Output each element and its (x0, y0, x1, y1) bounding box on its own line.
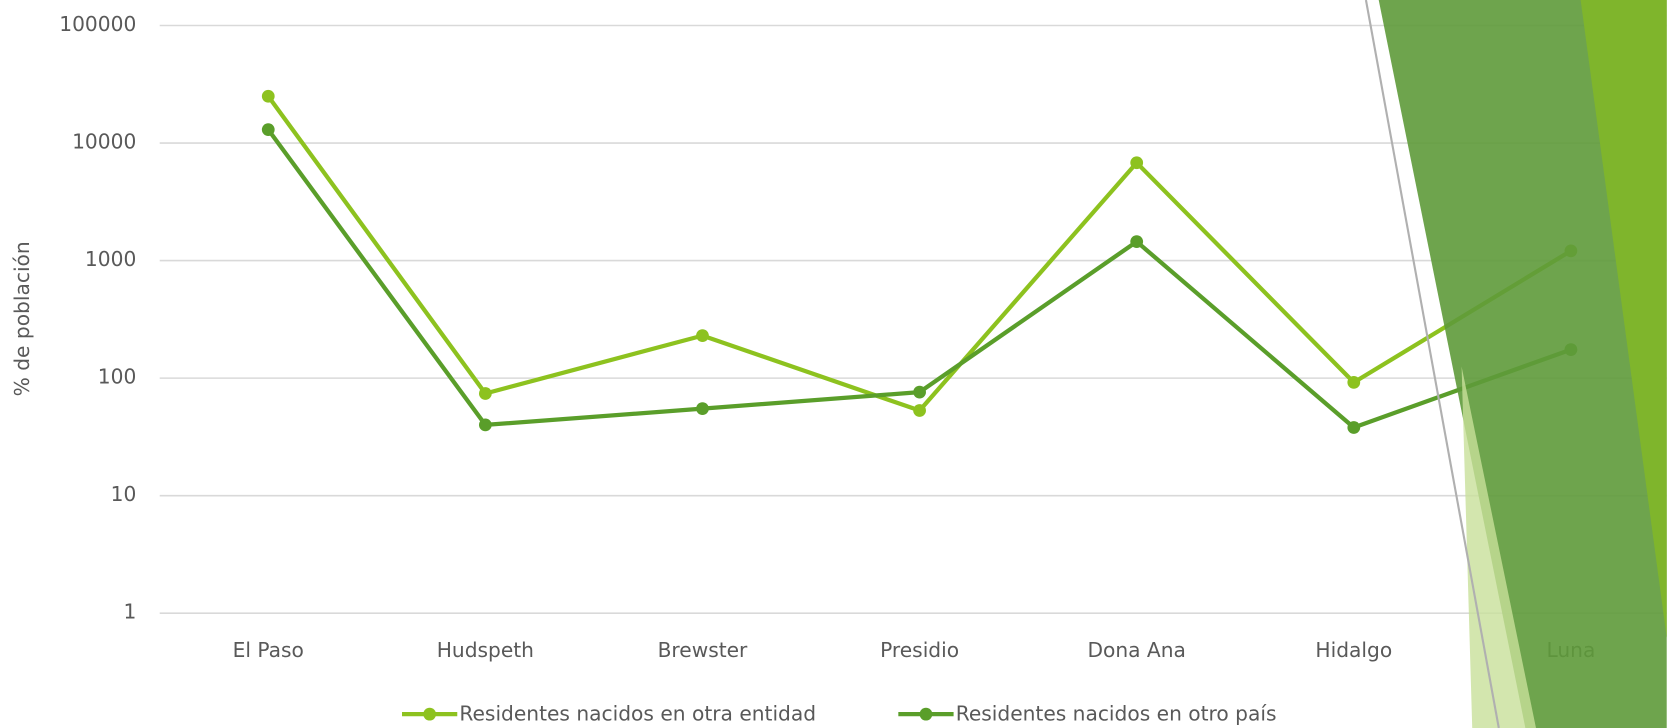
decoration (1364, 0, 1667, 728)
y-axis-label: % de población (10, 241, 34, 396)
y-tick-label: 10000 (72, 130, 136, 154)
legend-label: Residentes nacidos en otra entidad (459, 702, 816, 726)
data-point (1347, 376, 1361, 389)
data-point (261, 89, 275, 103)
legend-label: Residentes nacidos en otro país (956, 702, 1277, 726)
data-point (913, 404, 926, 417)
data-point (1130, 156, 1144, 170)
y-tick-label: 100 (98, 365, 137, 389)
x-tick-label: Hidalgo (1315, 638, 1392, 662)
deco-dark (1378, 0, 1667, 728)
data-point (261, 123, 275, 137)
deco-line (1364, 0, 1500, 728)
y-tick-label: 1000 (85, 247, 136, 271)
data-point (696, 329, 709, 342)
x-tick-label: Dona Ana (1087, 638, 1185, 662)
x-tick-label: Hudspeth (437, 638, 534, 662)
y-tick-label: 10 (111, 482, 137, 506)
data-point (696, 402, 709, 416)
data-point (1347, 421, 1361, 434)
data-point (478, 387, 492, 400)
legend-marker (423, 707, 437, 721)
legend-marker (919, 707, 933, 721)
series-line (266, 128, 1572, 430)
data-point (478, 418, 492, 432)
x-tick-label: Presidio (880, 638, 959, 662)
y-tick-label: 100000 (59, 12, 136, 36)
y-tick-label: 1 (123, 600, 136, 624)
grid: 1 10 100 1000 10000 100000 (59, 12, 1667, 624)
data-point (1130, 235, 1144, 249)
x-tick-label: El Paso (233, 638, 304, 662)
data-point (913, 385, 926, 399)
x-tick-label: Brewster (658, 638, 748, 662)
